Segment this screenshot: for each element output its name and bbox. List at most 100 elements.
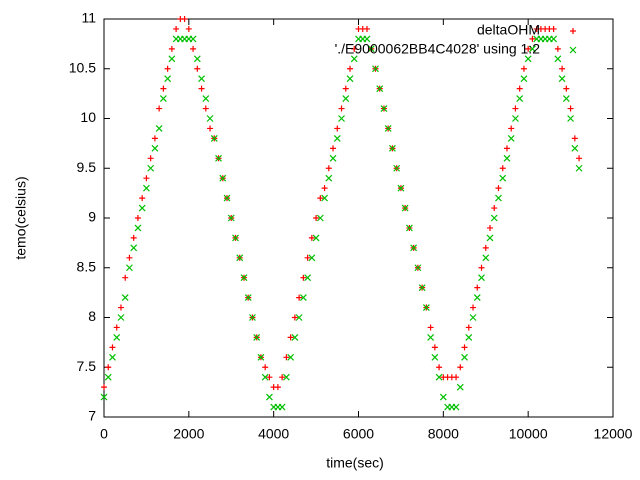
point <box>376 85 384 93</box>
point <box>296 294 303 301</box>
point <box>210 134 218 142</box>
point <box>321 194 328 202</box>
point <box>109 353 116 361</box>
point <box>151 135 158 142</box>
y-tick-label: 8 <box>88 308 96 324</box>
point <box>139 195 146 202</box>
point <box>321 185 328 192</box>
point <box>329 154 337 162</box>
point <box>160 85 167 92</box>
point <box>516 95 524 103</box>
point <box>206 115 214 122</box>
x-tick-label: 8000 <box>428 426 459 442</box>
point <box>520 65 527 72</box>
point <box>130 234 137 241</box>
point <box>223 194 231 202</box>
point <box>282 373 290 381</box>
point <box>304 254 311 261</box>
point <box>346 75 354 83</box>
point <box>100 393 108 401</box>
point <box>516 85 523 92</box>
point <box>372 65 379 73</box>
point <box>113 324 120 331</box>
point <box>453 374 460 381</box>
point <box>571 144 579 152</box>
point <box>300 274 307 281</box>
point <box>215 154 222 162</box>
point <box>465 333 473 341</box>
point <box>525 45 532 52</box>
point <box>236 254 244 262</box>
point <box>529 35 536 42</box>
point <box>528 45 536 53</box>
point <box>304 274 312 282</box>
point <box>257 353 265 361</box>
point <box>142 184 150 192</box>
point <box>330 145 337 152</box>
y-tick-label: 7 <box>88 408 96 424</box>
point <box>512 105 519 112</box>
legend-marker <box>569 46 577 54</box>
point <box>342 95 350 103</box>
point <box>469 314 477 321</box>
point <box>367 45 375 53</box>
point <box>291 333 299 341</box>
legend-label: './E9000062BB4C4028' using 1:2 <box>335 41 541 57</box>
x-axis-label: time(sec) <box>326 455 384 471</box>
point <box>113 333 121 341</box>
point <box>155 125 163 132</box>
point <box>397 184 405 192</box>
point <box>313 215 320 221</box>
point <box>109 344 116 351</box>
point <box>363 35 371 43</box>
point <box>452 403 460 411</box>
point <box>414 264 422 272</box>
point <box>266 374 273 381</box>
point <box>559 65 566 72</box>
point <box>168 45 175 52</box>
point <box>338 115 345 122</box>
point <box>418 284 426 292</box>
point <box>198 85 205 92</box>
point <box>499 174 507 182</box>
point <box>486 234 494 242</box>
point <box>558 75 566 83</box>
point <box>143 175 150 182</box>
point <box>333 134 341 142</box>
point <box>554 55 562 63</box>
point <box>431 353 439 361</box>
point <box>571 135 578 142</box>
x-tick-label: 4000 <box>258 426 289 442</box>
point <box>207 125 214 132</box>
plot-frame <box>103 18 614 418</box>
point <box>198 75 205 83</box>
point <box>575 164 583 172</box>
point <box>312 234 320 242</box>
point <box>194 65 201 72</box>
point <box>563 85 570 92</box>
y-tick-label: 10 <box>80 109 96 125</box>
point <box>550 35 558 43</box>
point <box>347 65 354 72</box>
point <box>351 45 358 52</box>
point <box>121 294 129 302</box>
point <box>473 294 481 302</box>
point <box>380 105 388 112</box>
point <box>190 45 197 52</box>
x-tick-label: 2000 <box>173 426 204 442</box>
point <box>253 333 261 341</box>
y-tick-label: 8.5 <box>77 258 97 274</box>
point <box>567 115 575 122</box>
point <box>562 95 570 103</box>
point <box>427 333 435 341</box>
point <box>159 95 167 103</box>
point <box>262 364 269 371</box>
x-tick-label: 10000 <box>509 426 548 442</box>
point <box>350 55 358 63</box>
point <box>325 174 333 182</box>
y-tick-label: 11 <box>81 10 96 26</box>
point <box>147 155 154 162</box>
point <box>503 154 511 162</box>
point <box>308 254 316 262</box>
point <box>524 55 532 63</box>
